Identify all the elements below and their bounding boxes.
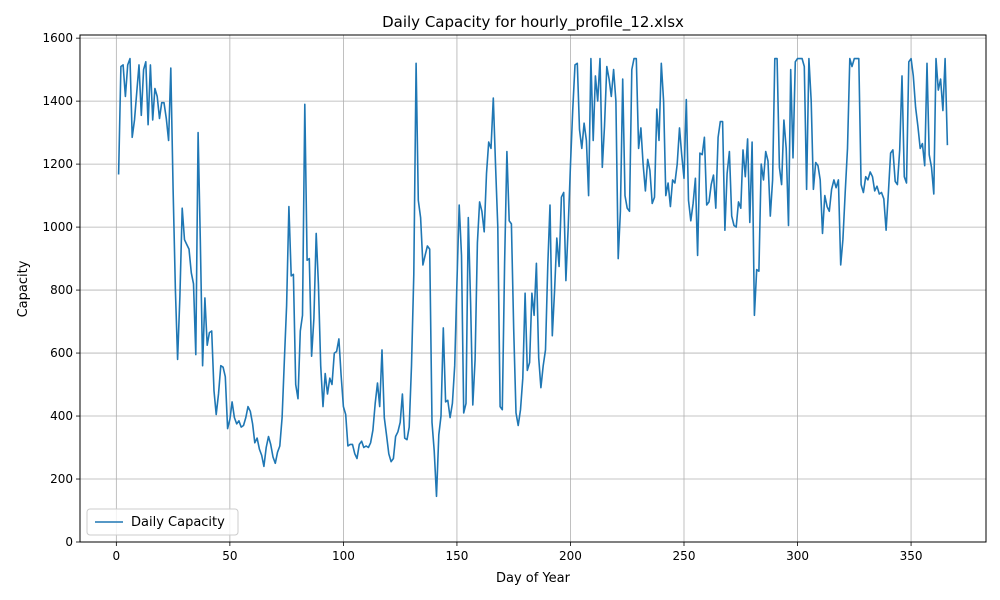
x-tick-label: 300 [786,549,809,563]
x-tick-label: 350 [900,549,923,563]
x-tick-label: 100 [332,549,355,563]
y-tick-label: 1000 [42,220,73,234]
legend-label: Daily Capacity [131,515,225,530]
y-axis-label: Capacity [16,260,31,317]
x-axis-label: Day of Year [496,571,571,586]
x-tick-label: 250 [673,549,696,563]
series-line-daily-capacity [117,57,949,498]
y-tick-label: 400 [50,409,73,423]
plot-area [80,35,986,542]
legend: Daily Capacity [86,508,239,536]
y-tick-label: 800 [50,283,73,297]
y-tick-label: 0 [65,535,73,549]
y-tick-label: 600 [50,346,73,360]
x-tick-label: 0 [113,549,121,563]
x-tick-label: 150 [445,549,468,563]
x-tick-label: 200 [559,549,582,563]
legend-box [86,508,239,536]
series-group [117,57,949,498]
chart-title: Daily Capacity for hourly_profile_12.xls… [382,13,684,32]
y-axis-ticks: 0 200 400 600 800 1000 1200 1400 1600 [42,31,80,549]
y-tick-label: 1600 [42,31,73,45]
y-tick-label: 1400 [42,94,73,108]
plot-frame [79,34,987,543]
y-tick-label: 1200 [42,157,73,171]
x-axis-ticks: 0 50 100 150 200 250 300 350 [113,542,923,563]
y-tick-label: 200 [50,472,73,486]
x-tick-label: 50 [222,549,237,563]
